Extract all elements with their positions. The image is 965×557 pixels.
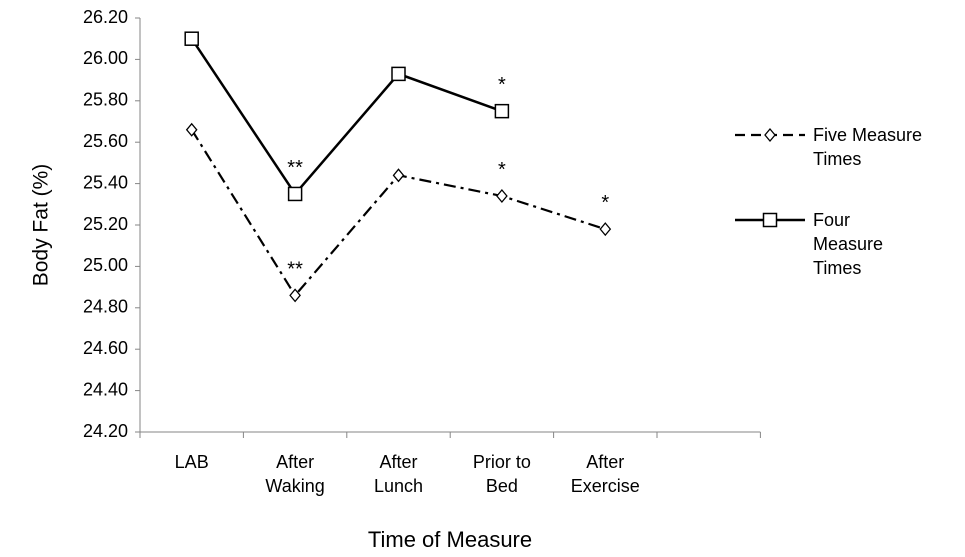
data-point	[184, 31, 199, 46]
x-tick-label: After Exercise	[571, 452, 640, 496]
data-point	[289, 288, 301, 303]
annotation: *	[498, 74, 506, 96]
x-axis-label: Time of Measure	[368, 527, 532, 552]
y-tick-label: 24.60	[83, 338, 128, 358]
y-tick-label: 24.80	[83, 297, 128, 317]
data-point	[496, 189, 508, 204]
y-axis-label: Body Fat (%)	[30, 164, 53, 287]
y-tick-label: 24.40	[83, 379, 128, 399]
data-point	[494, 103, 510, 119]
annotation: **	[287, 157, 303, 179]
y-tick-label: 25.80	[83, 90, 128, 110]
data-point	[287, 186, 303, 202]
x-tick-label: After Lunch	[374, 452, 423, 496]
legend-label: Four Measure Times	[813, 210, 884, 278]
x-tick-label: After Waking	[265, 452, 324, 496]
series-line	[190, 129, 606, 298]
y-tick-label: 25.20	[83, 214, 128, 234]
y-tick-label: 25.60	[83, 131, 128, 151]
data-point	[599, 222, 612, 237]
x-tick-label: Prior to Bed	[473, 452, 531, 496]
data-point	[185, 122, 198, 137]
annotation: *	[601, 192, 609, 214]
legend-marker	[762, 212, 778, 228]
data-point	[391, 66, 406, 82]
y-tick-label: 26.20	[83, 7, 128, 27]
y-tick-label: 25.00	[83, 255, 128, 275]
annotation: **	[287, 258, 303, 280]
x-tick-label: LAB	[175, 452, 209, 472]
data-point	[392, 168, 405, 183]
legend-marker	[764, 127, 776, 143]
annotation: *	[498, 159, 506, 181]
y-tick-label: 26.00	[83, 48, 128, 68]
series-line	[190, 38, 503, 197]
legend-label: Five Measure Times	[813, 125, 923, 169]
y-tick-label: 25.40	[83, 172, 128, 192]
y-tick-label: 24.20	[83, 421, 128, 441]
